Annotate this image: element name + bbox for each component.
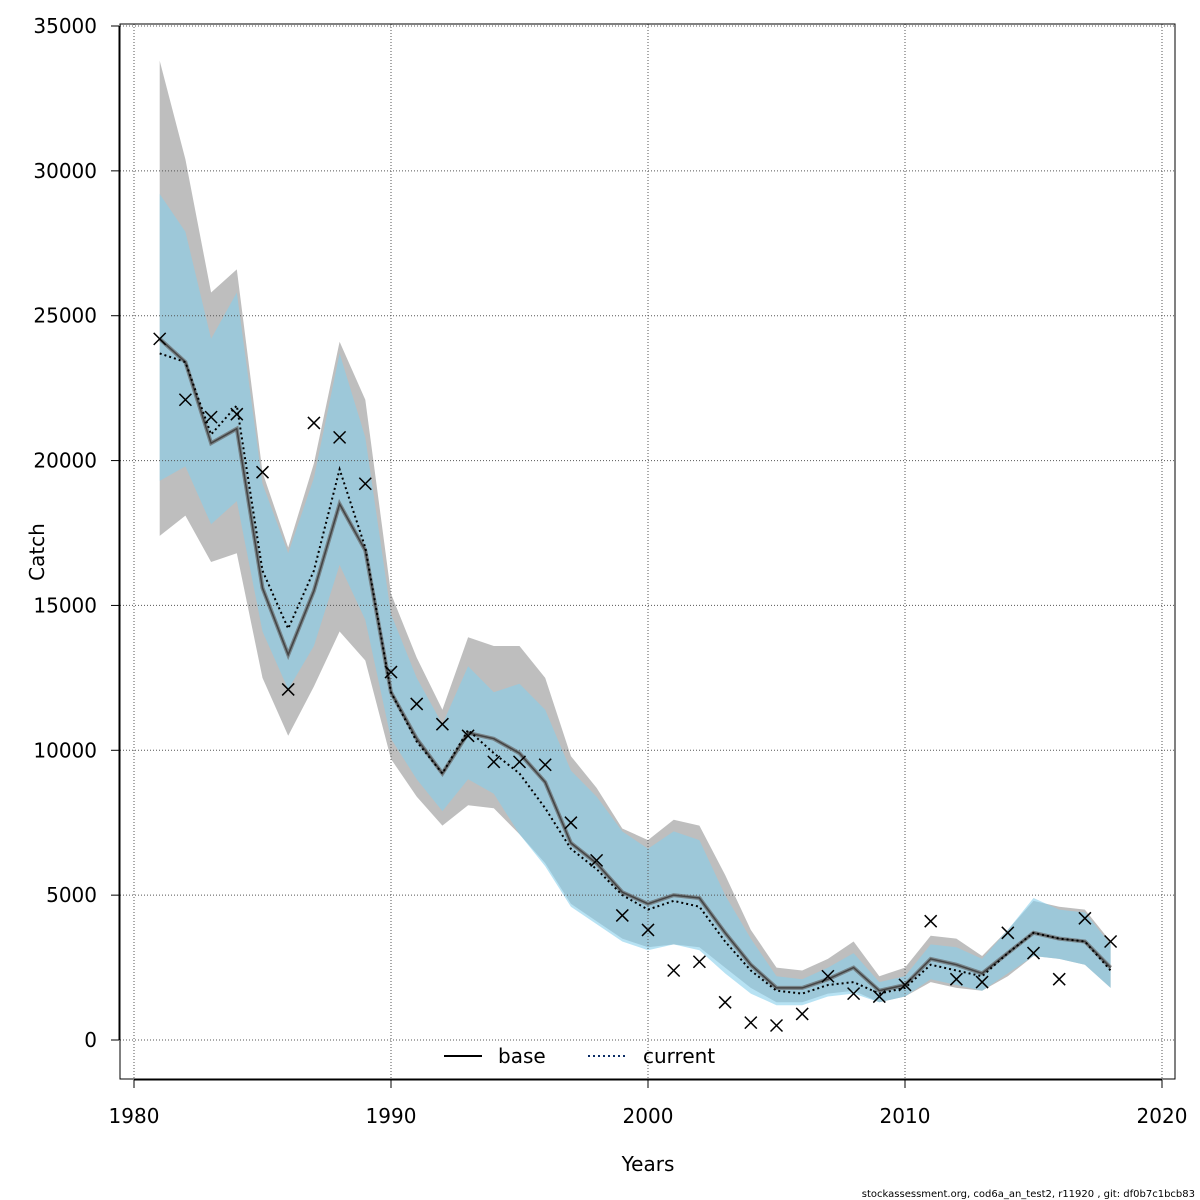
observed-point [641,923,655,937]
observed-point [333,430,347,444]
axes: 1980 1990 2000 2010 2020 0 5000 10000 15000 20000… [33,14,1187,1128]
observed-point [975,975,989,989]
observed-point [358,477,372,491]
observed-point [435,717,449,731]
observed-point [744,1016,758,1030]
observed-point [692,955,706,969]
observed-point [821,969,835,983]
observed-point [512,755,527,769]
y-tick-label: 0 [84,1028,97,1052]
observed-point [538,758,552,772]
legend: base current [444,1044,715,1068]
observed-point [615,908,629,922]
observed-point [924,914,938,928]
observed-point [564,816,578,830]
y-axis-title: Catch [25,523,49,581]
observed-point [384,665,398,679]
y-tick-label: 35000 [33,14,97,38]
x-tick-label: 1980 [109,1104,160,1128]
observed-point [667,963,681,977]
y-tick-label: 10000 [33,738,97,762]
band-base [159,60,1111,1003]
observed-point [1001,926,1015,940]
band-current [159,194,1111,1006]
observed-point [1104,934,1118,949]
observed-point [307,416,321,430]
y-tick-label: 5000 [46,883,97,907]
observed-point [204,410,218,424]
observed-point [255,465,270,479]
observed-point [590,853,604,867]
x-tick-label: 1990 [366,1104,417,1128]
x-tick-label: 2010 [880,1104,931,1128]
y-tick-label: 25000 [33,304,97,328]
line-base [159,338,1112,992]
legend-current-label: current [643,1044,715,1068]
confidence-bands [159,60,1111,1006]
y-tick-label: 30000 [33,159,97,183]
series-lines [158,337,1113,995]
observed-point [461,729,475,743]
observed-point [847,987,861,1001]
observed-point [410,697,424,711]
observed-point [153,332,167,346]
y-tick-label: 15000 [33,593,97,617]
plot-frame [119,23,1176,1080]
observed-point [230,407,244,421]
observed-point [872,990,886,1004]
x-axis-title: Years [621,1152,675,1176]
observed-point [178,393,192,407]
observed-point [769,1018,784,1033]
x-tick-label: 2000 [623,1104,674,1128]
observed-point [1026,946,1041,960]
legend-base-label: base [498,1044,546,1068]
observed-point [487,755,501,769]
observed-point [949,972,963,986]
line-current [159,352,1112,995]
observed-point [1052,972,1066,986]
x-tick-label: 2020 [1137,1104,1188,1128]
y-tick-label: 20000 [33,449,97,473]
footer-text: stockassessment.org, cod6a_an_test2, r11… [862,1189,1195,1200]
observed-point [795,1007,809,1021]
observed-point [718,995,732,1009]
observed-points [153,332,1118,1033]
observed-point [281,682,295,696]
observed-point [898,978,912,992]
observed-point [1078,911,1092,925]
